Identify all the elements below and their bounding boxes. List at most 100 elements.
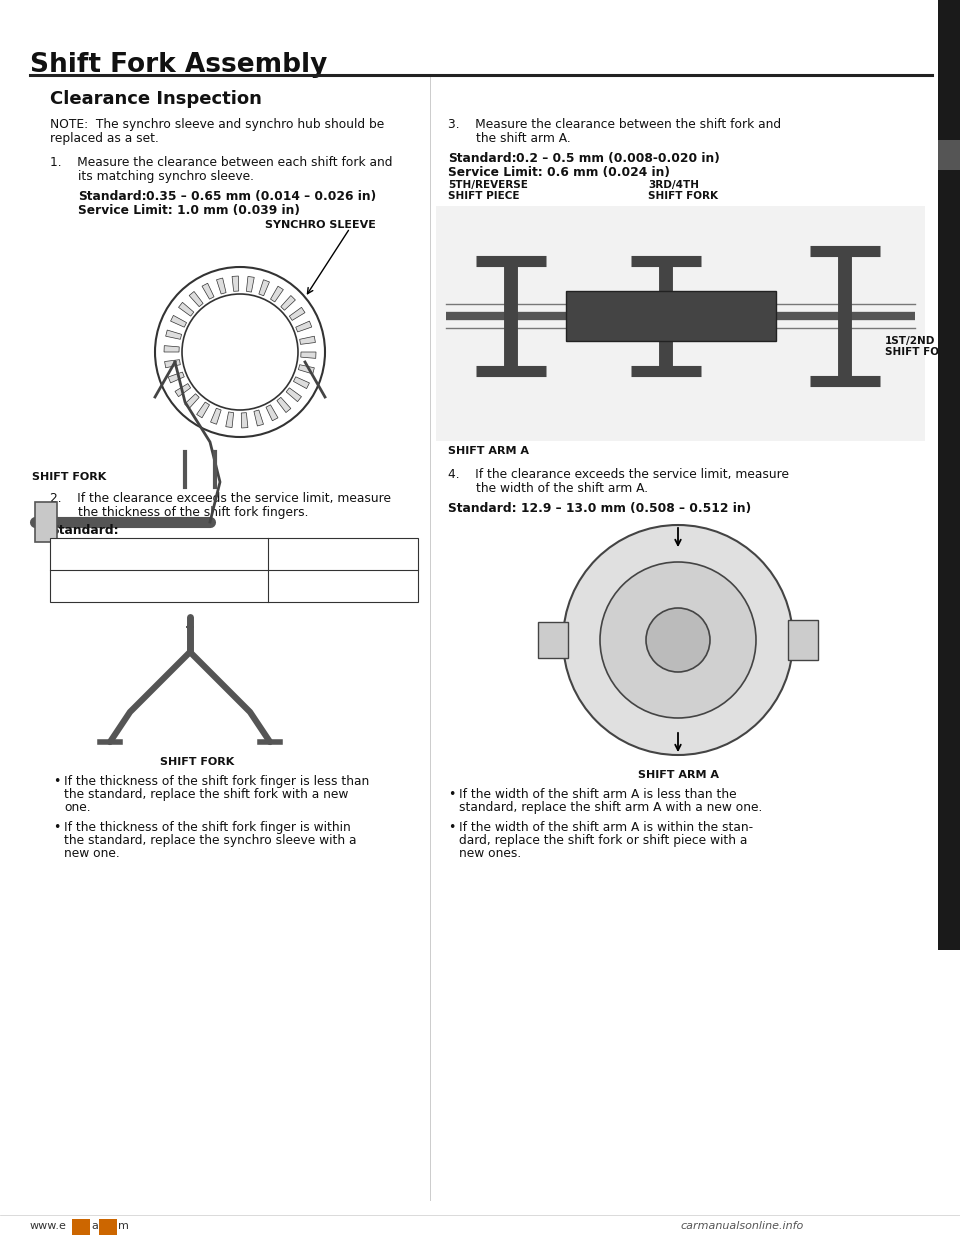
Text: 3rd/4th shift fork: 3rd/4th shift fork: [55, 542, 158, 555]
Text: SYNCHRO SLEEVE: SYNCHRO SLEEVE: [265, 220, 376, 230]
Polygon shape: [166, 330, 181, 339]
Text: the shift arm A.: the shift arm A.: [476, 132, 571, 145]
Text: the width of the shift arm A.: the width of the shift arm A.: [476, 482, 648, 496]
Text: Shift Fork Assembly: Shift Fork Assembly: [30, 52, 327, 78]
Text: •: •: [53, 821, 60, 833]
Text: If the thickness of the shift fork finger is within: If the thickness of the shift fork finge…: [64, 821, 350, 833]
Polygon shape: [296, 322, 312, 332]
Text: 0.35 – 0.65 mm (0.014 – 0.026 in): 0.35 – 0.65 mm (0.014 – 0.026 in): [146, 190, 376, 202]
Polygon shape: [164, 360, 180, 368]
Polygon shape: [189, 292, 204, 307]
Text: 3.    Measure the clearance between the shift fork and: 3. Measure the clearance between the shi…: [448, 118, 781, 130]
Bar: [35, 502, 57, 542]
Polygon shape: [197, 402, 209, 417]
Bar: [938, 0, 960, 950]
Polygon shape: [175, 384, 191, 396]
Bar: [99, 1218, 117, 1235]
Text: replaced as a set.: replaced as a set.: [50, 132, 158, 145]
Text: •: •: [53, 775, 60, 787]
Text: SHIFT ARM A: SHIFT ARM A: [638, 770, 719, 780]
Text: standard, replace the shift arm A with a new one.: standard, replace the shift arm A with a…: [459, 801, 762, 814]
Text: SHIFT FORK: SHIFT FORK: [160, 758, 234, 768]
Text: (0.24 – 0.25 in): (0.24 – 0.25 in): [276, 587, 369, 600]
Polygon shape: [271, 286, 283, 302]
Text: 5TH/REVERSE: 5TH/REVERSE: [448, 180, 528, 190]
Text: 22: 22: [101, 1220, 115, 1230]
Circle shape: [646, 609, 710, 672]
Polygon shape: [164, 345, 180, 351]
Bar: [788, 620, 818, 660]
Bar: [72, 1218, 90, 1235]
Text: Clearance Inspection: Clearance Inspection: [50, 89, 262, 108]
Text: •: •: [448, 821, 455, 833]
Text: SHIFT FORK: SHIFT FORK: [648, 191, 718, 201]
Polygon shape: [254, 410, 263, 426]
Text: Service Limit: 1.0 mm (0.039 in): Service Limit: 1.0 mm (0.039 in): [78, 204, 300, 217]
Text: 6.2 – 6.4 mm: 6.2 – 6.4 mm: [276, 574, 356, 587]
Text: new one.: new one.: [64, 847, 120, 859]
Bar: [50, 538, 418, 602]
Polygon shape: [300, 337, 316, 344]
Text: 13: 13: [74, 1220, 88, 1230]
Text: (0.29 – 0.30 in): (0.29 – 0.30 in): [276, 555, 369, 568]
Polygon shape: [217, 278, 226, 294]
Text: Standard: 12.9 – 13.0 mm (0.508 – 0.512 in): Standard: 12.9 – 13.0 mm (0.508 – 0.512 …: [448, 502, 751, 515]
Text: •: •: [448, 787, 455, 801]
Text: 2.    If the clearance exceeds the service limit, measure: 2. If the clearance exceeds the service …: [50, 492, 391, 505]
Polygon shape: [241, 412, 248, 428]
Text: 3RD/4TH: 3RD/4TH: [648, 180, 699, 190]
Polygon shape: [294, 376, 309, 389]
Text: SHIFT FORK: SHIFT FORK: [885, 347, 955, 356]
Text: its matching synchro sleeve.: its matching synchro sleeve.: [78, 170, 254, 183]
Text: 0.2 – 0.5 mm (0.008-0.020 in): 0.2 – 0.5 mm (0.008-0.020 in): [516, 152, 720, 165]
Text: NOTE:  The synchro sleeve and synchro hub should be: NOTE: The synchro sleeve and synchro hub…: [50, 118, 384, 130]
Text: the standard, replace the shift fork with a new: the standard, replace the shift fork wit…: [64, 787, 348, 801]
Polygon shape: [299, 365, 314, 374]
Text: carmanualsonline.info: carmanualsonline.info: [680, 1221, 804, 1231]
Polygon shape: [210, 409, 221, 425]
Bar: [538, 622, 568, 658]
Polygon shape: [281, 296, 296, 310]
Text: 1st/2nd shift fork: 1st/2nd shift fork: [55, 574, 160, 587]
Circle shape: [563, 525, 793, 755]
Polygon shape: [226, 412, 233, 427]
Polygon shape: [168, 373, 184, 383]
Polygon shape: [276, 397, 291, 412]
Text: 5th shift fork: 5th shift fork: [55, 587, 134, 600]
Circle shape: [600, 561, 756, 718]
Text: new ones.: new ones.: [459, 847, 521, 859]
Text: Standard:: Standard:: [50, 524, 119, 537]
Polygon shape: [184, 394, 199, 409]
Text: the standard, replace the synchro sleeve with a: the standard, replace the synchro sleeve…: [64, 833, 356, 847]
Polygon shape: [232, 276, 239, 292]
Text: 1.    Measure the clearance between each shift fork and: 1. Measure the clearance between each sh…: [50, 156, 393, 169]
Polygon shape: [171, 315, 186, 327]
Text: SHIFT PIECE: SHIFT PIECE: [448, 191, 519, 201]
Polygon shape: [266, 405, 278, 421]
Text: 4.    If the clearance exceeds the service limit, measure: 4. If the clearance exceeds the service …: [448, 468, 789, 481]
Polygon shape: [179, 302, 194, 317]
Polygon shape: [259, 279, 270, 296]
Polygon shape: [247, 277, 254, 292]
Text: If the thickness of the shift fork finger is less than: If the thickness of the shift fork finge…: [64, 775, 370, 787]
Text: m: m: [118, 1221, 129, 1231]
Polygon shape: [286, 388, 301, 401]
Text: If the width of the shift arm A is within the stan-: If the width of the shift arm A is withi…: [459, 821, 754, 833]
Bar: [938, 140, 960, 170]
Bar: [566, 291, 776, 342]
Text: a: a: [91, 1221, 98, 1231]
Polygon shape: [289, 307, 305, 320]
Text: one.: one.: [64, 801, 90, 814]
Text: www.e: www.e: [30, 1221, 67, 1231]
Text: Service Limit: 0.6 mm (0.024 in): Service Limit: 0.6 mm (0.024 in): [448, 166, 670, 179]
Polygon shape: [300, 351, 316, 359]
Text: Standard:: Standard:: [78, 190, 147, 202]
Bar: [436, 206, 925, 441]
Text: SHIFT ARM A: SHIFT ARM A: [448, 446, 529, 456]
Polygon shape: [202, 283, 214, 299]
Text: SHIFT FORK: SHIFT FORK: [32, 472, 107, 482]
Text: If the width of the shift arm A is less than the: If the width of the shift arm A is less …: [459, 787, 736, 801]
Text: dard, replace the shift fork or shift piece with a: dard, replace the shift fork or shift pi…: [459, 833, 748, 847]
Text: 7.4 – 7.6 mm: 7.4 – 7.6 mm: [276, 542, 356, 555]
Text: Standard:: Standard:: [448, 152, 516, 165]
